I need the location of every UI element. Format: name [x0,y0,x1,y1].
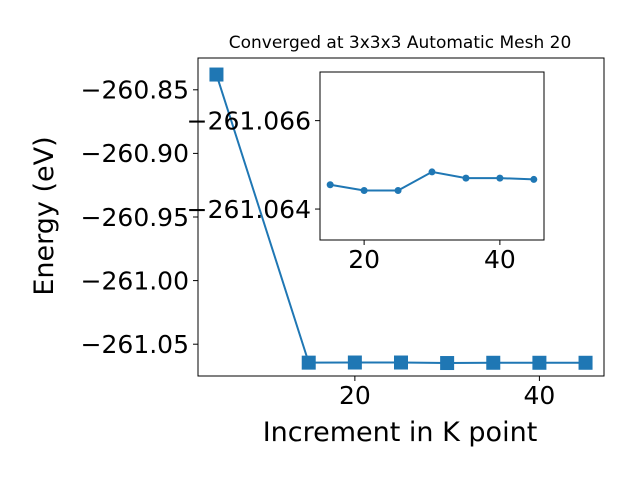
inset-frame [319,71,545,241]
inset-y-tick-label: −261.066 [187,106,311,135]
main-y-tick-label: −261.00 [81,266,189,295]
main-data-point [440,356,455,371]
y-axis-label: Energy (eV) [29,136,60,295]
inset-x-tick-label: 20 [348,245,380,274]
main-data-point [532,355,547,370]
main-data-point [301,355,316,370]
inset-data-point [360,186,368,194]
inset-data-point [530,175,538,183]
chart-title: Converged at 3x3x3 Automatic Mesh 20 [229,33,572,53]
main-y-tick-label: −260.90 [81,139,189,168]
main-y-tick-label: −260.95 [81,203,189,232]
inset-data-point [326,181,334,189]
inset-y-tick-label: −261.064 [187,195,311,224]
main-x-tick-label: 20 [339,381,371,410]
inset-data-point [394,186,402,194]
main-data-point [578,355,593,370]
inset-plot: 20 40 −261.066 −261.064 [187,71,545,274]
main-data-point [394,355,408,370]
inset-data-point [462,174,470,182]
inset-data-point [428,168,436,176]
main-plot: 20 40 −260.85 −260.90 −260.95 −261.00 −261.05 [81,57,605,410]
main-y-tick-label: −260.85 [81,76,189,105]
inset-x-tick-label: 40 [484,245,516,274]
inset-data-point [496,174,504,182]
main-series-line [215,74,586,365]
main-y-tick-label: −261.05 [81,330,189,359]
main-data-point [209,67,224,82]
main-data-point [347,355,362,370]
main-x-tick-label: 40 [524,381,556,410]
x-axis-label: Increment in K point [263,417,538,448]
main-data-point [486,355,501,370]
